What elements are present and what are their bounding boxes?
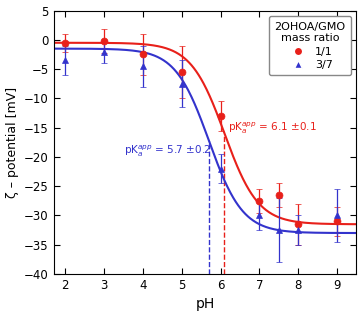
X-axis label: pH: pH [195,297,215,311]
Text: pK$_a^{app}$ = 5.7 $\pm$0.2: pK$_a^{app}$ = 5.7 $\pm$0.2 [123,144,211,159]
Y-axis label: ζ – potential [mV]: ζ – potential [mV] [5,87,18,198]
Text: pK$_a^{app}$ = 6.1 $\pm$0.1: pK$_a^{app}$ = 6.1 $\pm$0.1 [228,120,317,136]
Legend: 1/1, 3/7: 1/1, 3/7 [269,16,351,75]
